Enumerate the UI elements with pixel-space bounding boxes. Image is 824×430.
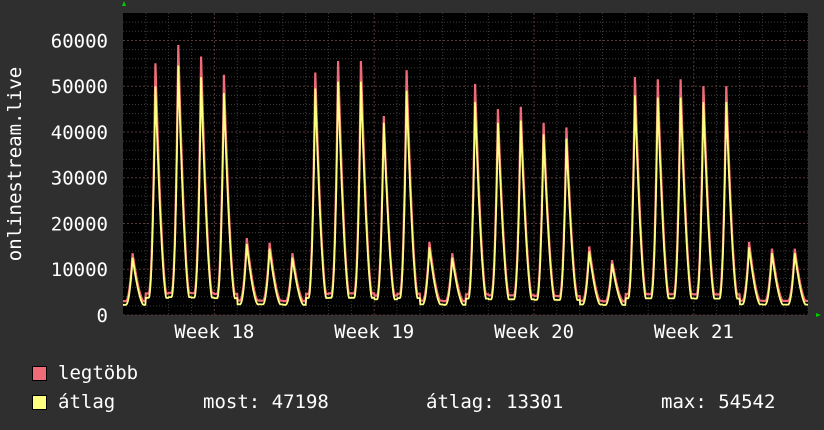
- y-axis-arrow: [122, 1, 126, 6]
- stat-atlag: átlag: 13301: [426, 391, 564, 413]
- x-tick-label: Week 20: [494, 321, 574, 343]
- x-tick-label: Week 19: [334, 321, 414, 343]
- legend-label-avg: átlag: [58, 391, 116, 413]
- stat-max: max: 54542: [661, 391, 776, 413]
- y-tick-label: 0: [97, 305, 108, 327]
- y-tick-label: 60000: [51, 30, 108, 52]
- y-axis-label: onlinestream.live: [4, 67, 26, 261]
- legend-swatch-avg: [32, 395, 47, 410]
- y-tick-label: 40000: [51, 122, 108, 144]
- series-max-line: [123, 44, 808, 303]
- legend-swatch-max: [32, 366, 47, 381]
- stat-most: most: 47198: [203, 391, 329, 413]
- x-tick-label: Week 18: [174, 321, 254, 343]
- x-tick-label: Week 21: [654, 321, 734, 343]
- stats-row: most: 47198 átlag: 13301 max: 54542: [0, 391, 824, 413]
- y-tick-label: 30000: [51, 168, 108, 190]
- series-group: [123, 44, 808, 306]
- x-axis-arrow: [816, 313, 821, 317]
- legend-label-max: legtöbb: [58, 362, 139, 384]
- y-tick-label: 20000: [51, 213, 108, 235]
- y-tick-label: 10000: [51, 259, 108, 281]
- series-avg-line: [123, 65, 808, 306]
- y-tick-label: 50000: [51, 76, 108, 98]
